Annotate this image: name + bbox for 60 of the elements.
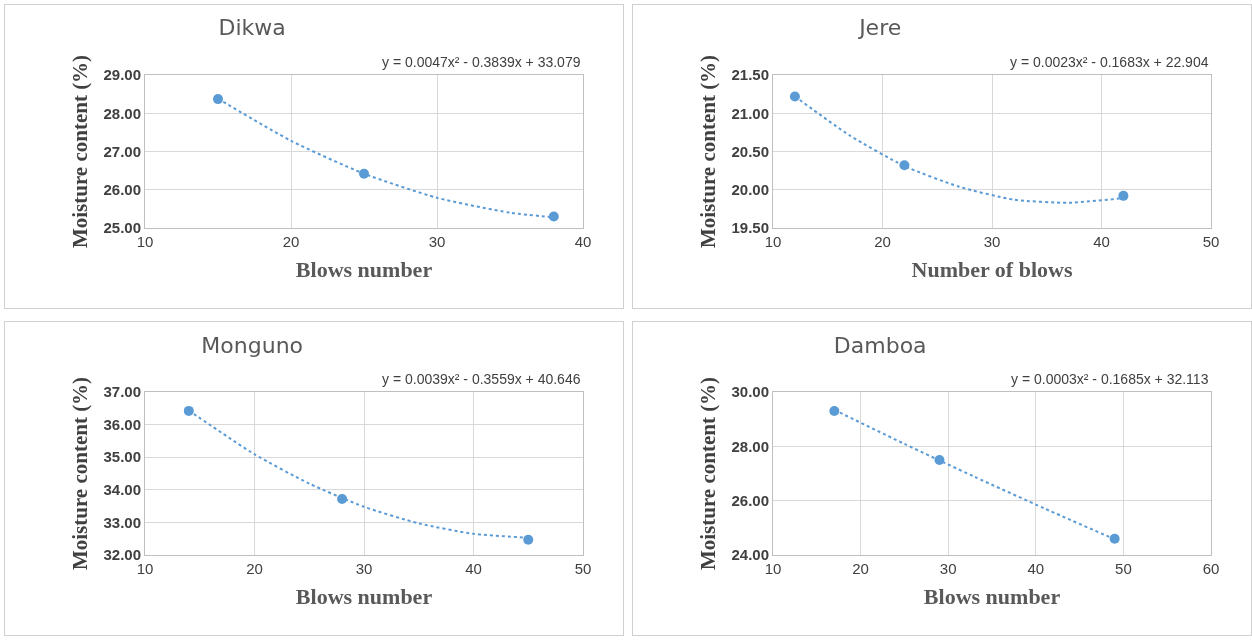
x-tick-label: 20	[246, 560, 263, 577]
y-axis-title: Moisture content (%)	[67, 54, 92, 249]
x-tick-label: 20	[282, 233, 300, 250]
y-tick-label: 34.00	[103, 481, 141, 499]
chart-title: Jere	[857, 15, 902, 41]
x-axis-title: Number of blows	[911, 256, 1073, 282]
point	[1109, 533, 1120, 544]
chart-title: Damboa	[833, 332, 927, 358]
point	[934, 454, 945, 465]
y-tick-label: 21.50	[731, 66, 769, 84]
point	[789, 91, 800, 102]
text: y = 0.0023x² - 0.1683x + 22.904	[1010, 54, 1209, 70]
text: y = 0.0047x² - 0.3839x + 33.079	[382, 54, 581, 70]
y-tick-label: 26.00	[731, 491, 769, 509]
point	[548, 211, 559, 222]
y-tick-label: 35.00	[103, 448, 141, 466]
x-tick-label: 30	[428, 233, 446, 250]
x-tick-label: 50	[574, 560, 592, 577]
text: y = 0.0003x² - 0.1685x + 32.113	[1011, 371, 1209, 387]
point	[1118, 190, 1129, 201]
x-tick-label: 40	[574, 233, 592, 250]
chart-title: Dikwa	[218, 15, 286, 41]
y-tick-label: 33.00	[103, 513, 141, 531]
text: y = 0.0039x² - 0.3559x + 40.646	[382, 371, 581, 387]
x-tick-label: 50	[1202, 233, 1220, 250]
point	[337, 493, 348, 504]
y-tick-label: 29.00	[103, 66, 141, 84]
point	[523, 534, 534, 545]
x-axis-title: Blows number	[923, 583, 1061, 609]
y-axis-title: Moisture content (%)	[695, 54, 720, 249]
x-tick-label: 30	[355, 560, 373, 577]
x-tick-label: 60	[1202, 560, 1220, 577]
y-tick-label: 20.50	[731, 142, 769, 160]
y-tick-label: 28.00	[103, 104, 141, 122]
y-axis-title: Moisture content (%)	[695, 376, 720, 571]
chart-title: Monguno	[201, 332, 304, 358]
y-tick-label: 20.00	[731, 181, 769, 198]
x-tick-label: 40	[465, 560, 482, 577]
x-tick-label: 30	[983, 233, 1001, 250]
y-tick-label: 26.00	[103, 181, 141, 198]
x-tick-label: 20	[874, 233, 891, 250]
point	[183, 405, 194, 416]
y-tick-label: 30.00	[731, 383, 769, 401]
y-tick-label: 36.00	[103, 415, 141, 433]
y-axis-title: Moisture content (%)	[67, 376, 92, 571]
point	[829, 406, 840, 417]
y-tick-label: 28.00	[731, 437, 769, 455]
x-axis-title: Blows number	[295, 583, 433, 609]
point	[359, 168, 369, 179]
x-tick-label: 50	[1115, 560, 1132, 577]
point	[213, 94, 223, 105]
y-tick-label: 27.00	[103, 142, 141, 160]
x-tick-label: 40	[1027, 560, 1045, 577]
x-tick-label: 40	[1093, 233, 1110, 250]
point	[899, 160, 910, 171]
x-tick-label: 20	[852, 560, 869, 577]
y-tick-label: 21.00	[731, 104, 769, 122]
x-axis-title: Blows number	[295, 256, 433, 282]
x-tick-label: 30	[939, 560, 957, 577]
y-tick-label: 37.00	[103, 383, 141, 401]
